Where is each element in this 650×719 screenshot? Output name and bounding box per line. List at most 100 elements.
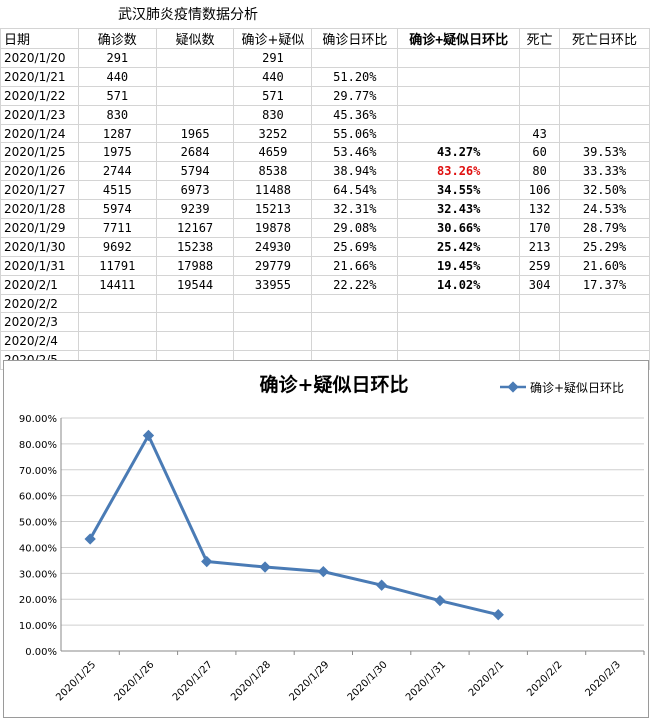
table-cell[interactable]: 8538 bbox=[233, 161, 313, 182]
table-cell[interactable] bbox=[155, 66, 235, 87]
table-cell[interactable]: 4515 bbox=[77, 180, 157, 201]
data-point[interactable] bbox=[259, 561, 271, 573]
table-cell[interactable]: 11488 bbox=[233, 180, 313, 201]
table-cell[interactable] bbox=[559, 48, 650, 68]
table-cell[interactable] bbox=[519, 293, 561, 314]
table-cell[interactable]: 19544 bbox=[155, 274, 235, 295]
table-cell[interactable] bbox=[397, 312, 521, 333]
table-cell[interactable]: 11791 bbox=[77, 255, 157, 276]
table-cell[interactable]: 29.77% bbox=[311, 85, 399, 106]
table-cell[interactable] bbox=[233, 331, 313, 352]
table-cell[interactable]: 64.54% bbox=[311, 180, 399, 201]
data-point[interactable] bbox=[317, 565, 330, 578]
data-point[interactable] bbox=[434, 594, 446, 607]
table-cell[interactable]: 2020/2/1 bbox=[0, 274, 79, 295]
table-cell[interactable]: 29779 bbox=[233, 255, 313, 276]
table-cell[interactable] bbox=[519, 312, 561, 333]
table-cell[interactable] bbox=[155, 293, 235, 314]
table-cell[interactable]: 60 bbox=[519, 142, 561, 163]
table-cell[interactable]: 25.42% bbox=[397, 236, 521, 257]
column-header[interactable]: 确诊数 bbox=[77, 28, 157, 49]
table-cell[interactable]: 2020/1/31 bbox=[0, 255, 79, 276]
table-cell[interactable]: 32.43% bbox=[397, 199, 521, 220]
table-cell[interactable]: 29.08% bbox=[311, 218, 399, 238]
table-cell[interactable] bbox=[397, 85, 521, 106]
table-cell[interactable] bbox=[519, 104, 561, 125]
table-cell[interactable] bbox=[559, 331, 650, 352]
table-cell[interactable]: 24.53% bbox=[559, 199, 650, 220]
table-cell[interactable] bbox=[559, 293, 650, 314]
table-cell[interactable]: 9692 bbox=[77, 236, 157, 257]
table-cell[interactable]: 43 bbox=[519, 123, 561, 144]
table-cell[interactable]: 4659 bbox=[233, 142, 313, 163]
table-cell[interactable]: 2020/2/2 bbox=[0, 293, 79, 314]
table-cell[interactable]: 21.60% bbox=[559, 255, 650, 276]
table-cell[interactable] bbox=[233, 293, 313, 314]
table-cell[interactable] bbox=[397, 293, 521, 314]
table-cell[interactable]: 34.55% bbox=[397, 180, 521, 201]
table-cell[interactable]: 80 bbox=[519, 161, 561, 182]
table-cell[interactable]: 17.37% bbox=[559, 274, 650, 295]
table-cell[interactable] bbox=[155, 48, 235, 68]
data-point[interactable] bbox=[375, 579, 388, 591]
table-cell[interactable]: 39.53% bbox=[559, 142, 650, 163]
table-cell[interactable]: 440 bbox=[233, 66, 313, 87]
data-point[interactable] bbox=[142, 429, 155, 442]
table-cell[interactable] bbox=[311, 293, 399, 314]
table-cell[interactable]: 2020/1/23 bbox=[0, 104, 79, 125]
table-cell[interactable]: 106 bbox=[519, 180, 561, 201]
table-cell[interactable] bbox=[155, 312, 235, 333]
table-cell[interactable]: 25.69% bbox=[311, 236, 399, 257]
table-cell[interactable]: 33.33% bbox=[559, 161, 650, 182]
table-cell[interactable]: 2020/1/30 bbox=[0, 236, 79, 257]
table-cell[interactable]: 2020/1/24 bbox=[0, 123, 79, 144]
table-cell[interactable]: 291 bbox=[77, 48, 157, 68]
table-cell[interactable]: 2020/1/29 bbox=[0, 218, 79, 238]
table-cell[interactable] bbox=[559, 312, 650, 333]
table-cell[interactable]: 15213 bbox=[233, 199, 313, 220]
table-cell[interactable]: 55.06% bbox=[311, 123, 399, 144]
column-header[interactable]: 日期 bbox=[0, 28, 79, 49]
table-cell[interactable]: 2744 bbox=[77, 161, 157, 182]
table-cell[interactable]: 1975 bbox=[77, 142, 157, 163]
table-cell[interactable]: 53.46% bbox=[311, 142, 399, 163]
table-cell[interactable]: 291 bbox=[233, 48, 313, 68]
table-cell[interactable]: 15238 bbox=[155, 236, 235, 257]
table-cell[interactable] bbox=[397, 104, 521, 125]
table-cell[interactable]: 12167 bbox=[155, 218, 235, 238]
table-cell[interactable]: 830 bbox=[77, 104, 157, 125]
table-cell[interactable] bbox=[155, 85, 235, 106]
table-cell[interactable] bbox=[519, 66, 561, 87]
table-cell[interactable]: 19.45% bbox=[397, 255, 521, 276]
table-cell[interactable]: 2020/1/25 bbox=[0, 142, 79, 163]
column-header[interactable]: 确诊+疑似日环比 bbox=[397, 28, 521, 49]
data-point[interactable] bbox=[84, 533, 96, 545]
table-cell[interactable]: 2684 bbox=[155, 142, 235, 163]
table-cell[interactable]: 30.66% bbox=[397, 218, 521, 238]
table-cell[interactable]: 51.20% bbox=[311, 66, 399, 87]
column-header[interactable]: 疑似数 bbox=[155, 28, 235, 49]
table-cell[interactable] bbox=[155, 104, 235, 125]
table-cell[interactable]: 2020/1/28 bbox=[0, 199, 79, 220]
table-cell[interactable] bbox=[77, 312, 157, 333]
table-cell[interactable]: 132 bbox=[519, 199, 561, 220]
table-cell[interactable] bbox=[311, 48, 399, 68]
data-point[interactable] bbox=[201, 555, 213, 568]
table-cell[interactable] bbox=[311, 312, 399, 333]
table-cell[interactable]: 170 bbox=[519, 218, 561, 238]
table-cell[interactable]: 7711 bbox=[77, 218, 157, 238]
table-cell[interactable] bbox=[559, 66, 650, 87]
table-cell[interactable]: 14.02% bbox=[397, 274, 521, 295]
table-cell[interactable] bbox=[155, 331, 235, 352]
table-cell[interactable]: 19878 bbox=[233, 218, 313, 238]
table-cell[interactable]: 33955 bbox=[233, 274, 313, 295]
column-header[interactable]: 确诊+疑似 bbox=[233, 28, 313, 49]
column-header[interactable]: 死亡 bbox=[519, 28, 561, 49]
table-cell[interactable]: 2020/1/22 bbox=[0, 85, 79, 106]
table-cell[interactable] bbox=[77, 293, 157, 314]
table-cell[interactable]: 5974 bbox=[77, 199, 157, 220]
table-cell[interactable]: 2020/1/26 bbox=[0, 161, 79, 182]
table-cell[interactable]: 830 bbox=[233, 104, 313, 125]
data-point[interactable] bbox=[492, 609, 504, 621]
table-cell[interactable]: 25.29% bbox=[559, 236, 650, 257]
